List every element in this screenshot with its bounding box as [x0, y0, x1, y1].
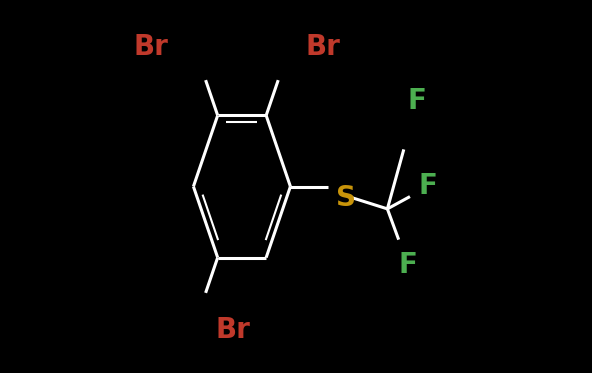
- Text: S: S: [336, 184, 356, 212]
- Text: F: F: [419, 172, 438, 201]
- Text: Br: Br: [216, 316, 250, 344]
- Text: F: F: [398, 251, 417, 279]
- Text: F: F: [408, 87, 427, 115]
- Text: Br: Br: [134, 32, 169, 61]
- Text: Br: Br: [305, 32, 340, 61]
